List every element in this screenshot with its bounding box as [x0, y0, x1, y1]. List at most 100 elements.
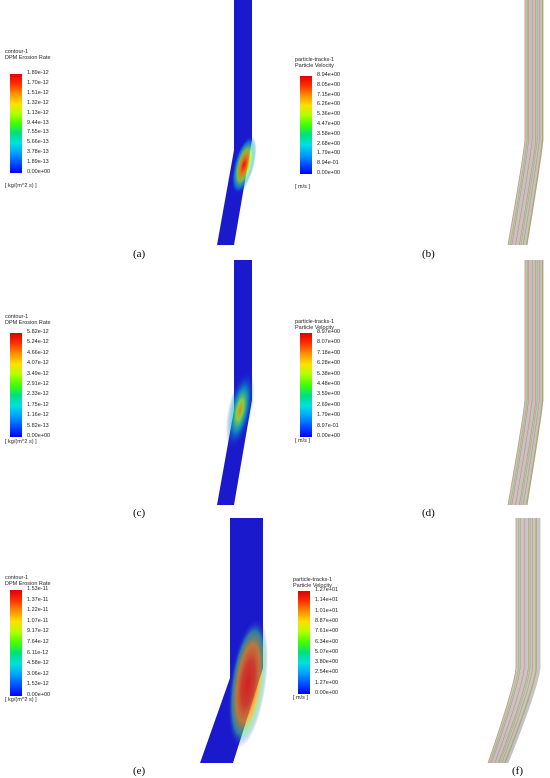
- particle-track: [515, 260, 533, 506]
- colorbar: [10, 590, 22, 696]
- particle-track: [509, 0, 527, 246]
- particle-track: [523, 0, 541, 246]
- colorbar: [10, 74, 22, 173]
- particle-track: [507, 518, 541, 764]
- tick-label: 2.54e+00: [315, 669, 339, 676]
- pipe-body: [217, 260, 252, 505]
- particle-track: [500, 518, 533, 764]
- particle-track: [522, 260, 540, 506]
- particle-track: [499, 518, 531, 764]
- particle-track: [517, 260, 535, 506]
- erosion-hotspot: [231, 135, 257, 195]
- particle-track: [507, 260, 526, 506]
- tick-label: 0.00e+00: [317, 433, 341, 439]
- legend-title-line1: contour-1: [5, 575, 29, 581]
- tick-label: 8.97e+00: [317, 329, 341, 335]
- particle-track: [524, 260, 542, 506]
- particle-track: [516, 260, 535, 506]
- tick-label: 4.07e-12: [27, 360, 49, 367]
- particle-track: [512, 0, 530, 246]
- particle-track: [523, 260, 541, 506]
- particle-track: [519, 0, 537, 246]
- particle-track: [510, 0, 529, 246]
- particle-tracks-d: [507, 260, 544, 506]
- particle-track: [512, 0, 531, 246]
- particle-track: [490, 518, 520, 764]
- tick-label: 4.47e+00: [317, 121, 341, 127]
- pipe-body: [217, 0, 252, 245]
- tick-label: 7.55e-13: [27, 129, 49, 136]
- particle-track: [511, 0, 529, 246]
- tick-label: 5.66e-13: [27, 139, 49, 146]
- particle-track: [519, 260, 537, 506]
- legend-unit: [ m/s ]: [295, 184, 310, 190]
- particle-track: [522, 260, 540, 506]
- legend-unit: [ kg/(m^2 s) ]: [5, 439, 37, 445]
- particle-track: [502, 518, 535, 764]
- particle-track: [518, 260, 536, 506]
- particle-track: [512, 260, 531, 506]
- particle-track: [509, 0, 528, 246]
- particle-track: [519, 260, 537, 506]
- erosion-hotspot: [225, 370, 255, 450]
- particle-track: [509, 260, 527, 506]
- erosion-hotspot: [228, 618, 268, 748]
- tick-label: 1.89e-12: [27, 70, 49, 76]
- tick-label: 5.38e+00: [317, 370, 341, 377]
- tick-label: 2.33e-12: [27, 391, 49, 398]
- colorbar: [10, 333, 22, 437]
- caption-a: (a): [133, 248, 146, 260]
- tick-label: 1.27e+00: [315, 679, 339, 686]
- particle-track: [516, 0, 535, 246]
- tick-label: 5.82e-12: [27, 329, 49, 335]
- caption-b: (b): [422, 248, 435, 260]
- legend-title-line1: particle-tracks-1: [295, 57, 335, 63]
- tick-label: 7.64e-12: [27, 639, 49, 645]
- particle-track: [493, 518, 524, 764]
- tick-label: 6.28e+00: [317, 360, 341, 367]
- legend-a: contour-1 DPM Erosion Rate 1.89e-12 1.70e…: [5, 49, 75, 190]
- particle-track: [526, 0, 544, 246]
- legend-unit: [ kg/(m^2 s) ]: [5, 697, 37, 703]
- particle-track: [513, 0, 532, 246]
- tick-label: 5.36e+00: [317, 111, 341, 118]
- legend-f: particle-tracks-1 Particle Velocity 1.27…: [293, 577, 363, 718]
- tick-label: 9.44e-13: [27, 119, 49, 126]
- tick-label: 1.16e-12: [27, 412, 49, 419]
- particle-track: [512, 260, 530, 506]
- particle-track: [514, 0, 532, 246]
- particle-track: [521, 260, 539, 506]
- particle-track: [506, 518, 539, 764]
- tick-label: 4.66e-12: [27, 349, 49, 356]
- particle-track: [507, 0, 526, 246]
- legend-title-line1: particle-tracks-1: [293, 577, 333, 583]
- legend-unit: [ kg/(m^2 s) ]: [5, 183, 37, 189]
- particle-track: [518, 0, 536, 246]
- particle-track: [488, 518, 518, 764]
- legend-title-line1: contour-1: [5, 314, 29, 320]
- tick-label: 1.51e-12: [27, 89, 49, 96]
- colorbar: [298, 591, 310, 694]
- particle-track: [517, 0, 535, 246]
- particle-track: [506, 518, 540, 764]
- legend-title-line1: particle-tracks-1: [295, 319, 335, 325]
- legend-e: contour-1 DPM Erosion Rate 1.53e-11 1.37e…: [5, 575, 75, 716]
- legend-b: particle-tracks-1 Particle Velocity 8.94…: [295, 57, 365, 198]
- tick-label: 5.07e+00: [315, 648, 339, 655]
- tick-label: 2.69e+00: [317, 401, 341, 408]
- particle-track: [525, 260, 542, 506]
- tick-label: 1.22e-11: [27, 607, 49, 614]
- tick-label: 5.24e-12: [27, 339, 49, 346]
- tick-label: 1.07e-11: [27, 617, 49, 624]
- tick-label: 8.05e+00: [317, 81, 341, 88]
- particle-track: [525, 0, 542, 246]
- particle-track: [525, 0, 543, 246]
- tick-label: 1.37e-11: [27, 596, 49, 603]
- tick-label: 0.00e+00: [317, 170, 341, 176]
- particle-track: [496, 518, 528, 764]
- legend-title-line1: contour-1: [5, 49, 29, 55]
- colorbar: [300, 333, 312, 437]
- particle-track: [495, 518, 527, 764]
- particle-track: [525, 260, 543, 506]
- tick-label: 5.82e-13: [27, 422, 49, 429]
